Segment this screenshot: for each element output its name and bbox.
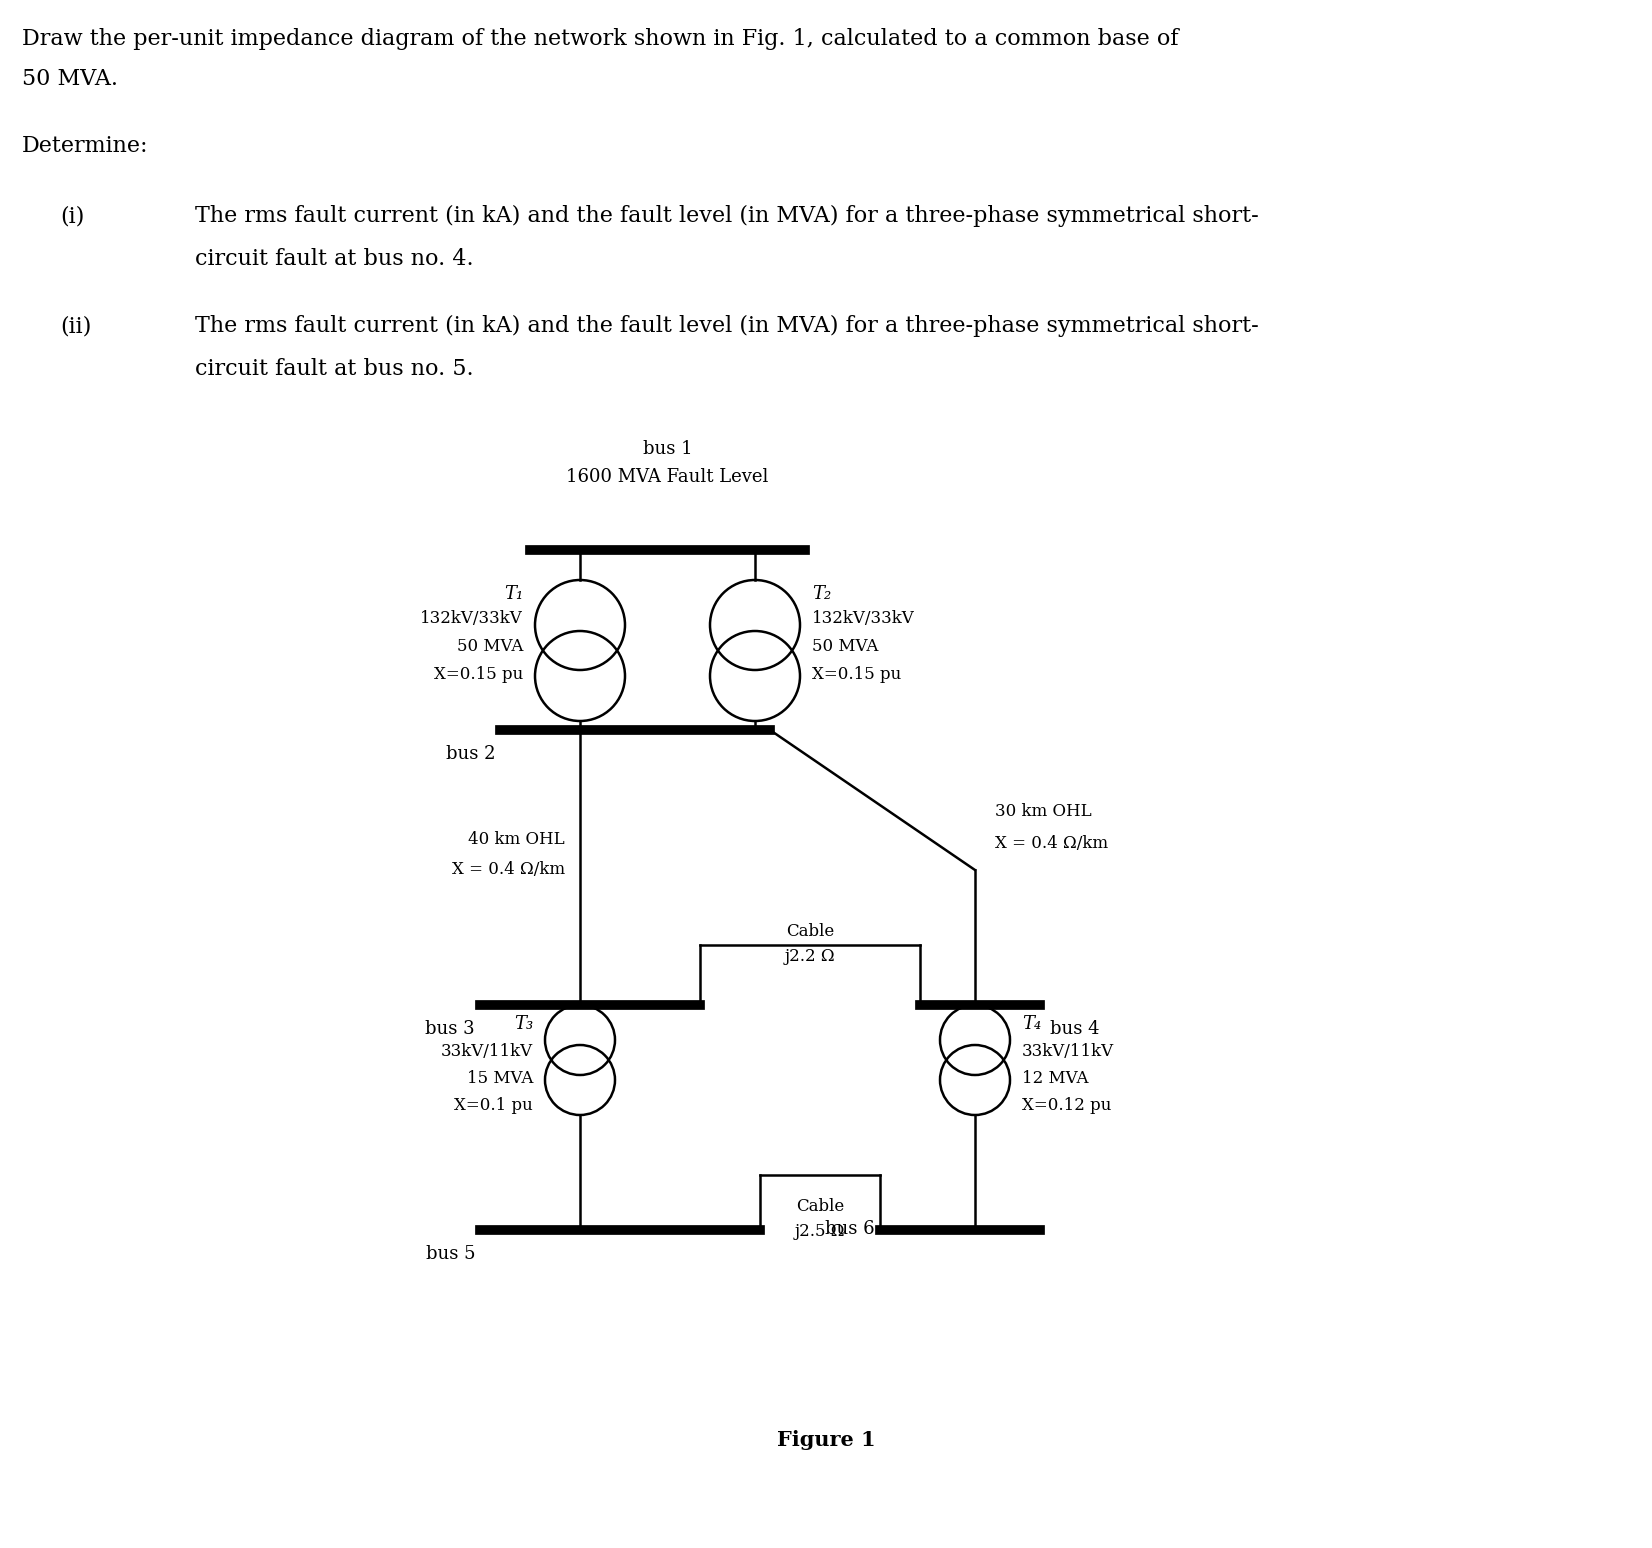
Text: 50 MVA: 50 MVA — [813, 638, 879, 655]
Text: X = 0.4 Ω/km: X = 0.4 Ω/km — [995, 834, 1108, 851]
Text: T₁: T₁ — [504, 585, 524, 604]
Text: The rms fault current (in kA) and the fault level (in MVA) for a three-phase sym: The rms fault current (in kA) and the fa… — [195, 204, 1259, 228]
Text: Determine:: Determine: — [21, 135, 149, 156]
Text: 1600 MVA Fault Level: 1600 MVA Fault Level — [567, 467, 768, 486]
Text: bus 3: bus 3 — [425, 1020, 476, 1039]
Text: X=0.1 pu: X=0.1 pu — [454, 1098, 534, 1115]
Text: (ii): (ii) — [59, 314, 91, 337]
Text: X=0.15 pu: X=0.15 pu — [434, 666, 524, 683]
Text: The rms fault current (in kA) and the fault level (in MVA) for a three-phase sym: The rms fault current (in kA) and the fa… — [195, 314, 1259, 337]
Text: 12 MVA: 12 MVA — [1023, 1070, 1089, 1087]
Text: T₂: T₂ — [813, 585, 831, 604]
Text: bus 5: bus 5 — [426, 1245, 476, 1263]
Text: Cable: Cable — [786, 923, 834, 940]
Text: 33kV/11kV: 33kV/11kV — [441, 1043, 534, 1060]
Text: bus 2: bus 2 — [446, 745, 496, 763]
Text: j2.5 Ω: j2.5 Ω — [795, 1223, 846, 1240]
Text: bus 1: bus 1 — [643, 440, 692, 458]
Text: Figure 1: Figure 1 — [776, 1430, 876, 1450]
Text: X = 0.4 Ω/km: X = 0.4 Ω/km — [453, 861, 565, 878]
Text: Cable: Cable — [796, 1198, 844, 1215]
Text: Draw the per-unit impedance diagram of the network shown in Fig. 1, calculated t: Draw the per-unit impedance diagram of t… — [21, 28, 1178, 50]
Text: bus 6: bus 6 — [826, 1220, 876, 1238]
Text: 132kV/33kV: 132kV/33kV — [813, 610, 915, 627]
Text: (i): (i) — [59, 204, 84, 228]
Text: bus 4: bus 4 — [1051, 1020, 1100, 1039]
Text: 50 MVA.: 50 MVA. — [21, 68, 117, 90]
Text: 30 km OHL: 30 km OHL — [995, 803, 1092, 820]
Text: X=0.15 pu: X=0.15 pu — [813, 666, 902, 683]
Text: j2.2 Ω: j2.2 Ω — [785, 947, 836, 964]
Text: 40 km OHL: 40 km OHL — [469, 830, 565, 847]
Text: circuit fault at bus no. 5.: circuit fault at bus no. 5. — [195, 358, 474, 379]
Text: 50 MVA: 50 MVA — [456, 638, 524, 655]
Text: 33kV/11kV: 33kV/11kV — [1023, 1043, 1113, 1060]
Text: X=0.12 pu: X=0.12 pu — [1023, 1098, 1112, 1115]
Text: circuit fault at bus no. 4.: circuit fault at bus no. 4. — [195, 248, 474, 269]
Text: T₄: T₄ — [1023, 1015, 1041, 1033]
Text: T₃: T₃ — [514, 1015, 534, 1033]
Text: 15 MVA: 15 MVA — [466, 1070, 534, 1087]
Text: 132kV/33kV: 132kV/33kV — [420, 610, 524, 627]
